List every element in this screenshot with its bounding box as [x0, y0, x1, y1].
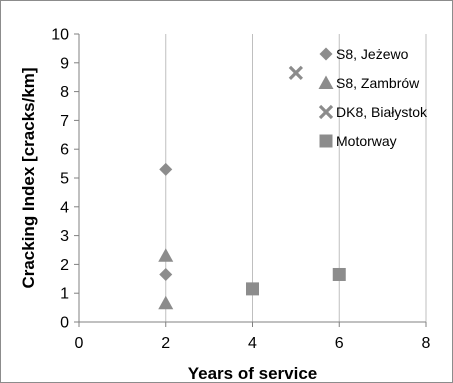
y-tick-label: 7: [60, 113, 69, 130]
y-tick-label: 9: [60, 55, 69, 72]
legend-label: S8, Jeżewo: [336, 46, 409, 62]
tick-labels: 0 1 2 3 4 5 6 7 8 9 10 0 2 4 6 8: [51, 27, 430, 353]
legend-marker-diamond: [319, 47, 333, 61]
legend-marker-triangle: [318, 75, 334, 89]
data-point-cross: [288, 65, 304, 81]
cross-stroke: [288, 65, 304, 81]
data-point-diamond: [159, 162, 173, 176]
data-point-diamond: [159, 267, 173, 281]
legend: S8, Jeżewo S8, Zambrów DK8, Białystok Motor…: [318, 46, 428, 149]
y-tick-label: 5: [60, 171, 69, 188]
data-points: [158, 65, 346, 310]
x-tick-label: 8: [422, 335, 431, 352]
x-tick-label: 2: [161, 335, 170, 352]
y-tick-label: 0: [60, 315, 69, 332]
x-axis-title: Years of service: [188, 364, 317, 383]
axes: [74, 33, 427, 327]
legend-label: Motorway: [336, 133, 397, 149]
y-tick-label: 3: [60, 228, 69, 245]
data-point-square: [332, 267, 346, 281]
y-tick-label: 10: [51, 27, 69, 44]
legend-label: DK8, Białystok: [336, 104, 428, 120]
data-point-triangle: [158, 295, 174, 310]
legend-label: S8, Zambrów: [336, 75, 420, 91]
y-tick-label: 8: [60, 84, 69, 101]
x-tick-label: 0: [75, 335, 84, 352]
legend-marker-cross: [318, 104, 334, 120]
x-tick-label: 4: [248, 335, 257, 352]
y-axis-title: Cracking Index [cracks/km]: [19, 67, 38, 288]
y-tick-label: 6: [60, 142, 69, 159]
x-tick-label: 6: [335, 335, 344, 352]
cross-stroke: [318, 104, 334, 120]
data-point-square: [246, 282, 259, 296]
y-tick-label: 4: [60, 199, 69, 216]
data-point-triangle: [158, 248, 174, 262]
y-tick-label: 1: [60, 286, 69, 303]
legend-marker-square: [319, 134, 333, 148]
y-tick-label: 2: [60, 257, 69, 274]
